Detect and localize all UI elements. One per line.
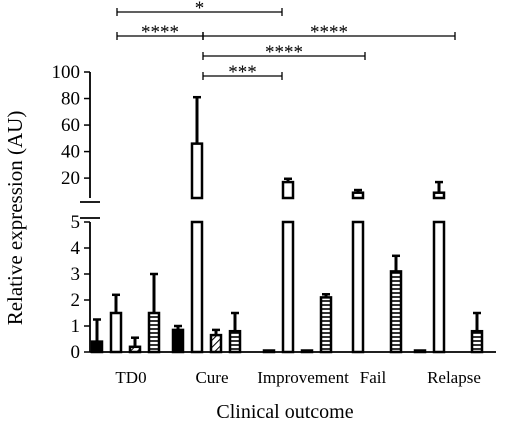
bar: [351, 191, 365, 200]
bar: [281, 180, 295, 200]
bar: [413, 349, 427, 354]
y-tick-label: 40: [61, 142, 80, 163]
bar: [351, 220, 365, 354]
x-tick-label: Improvement: [257, 368, 349, 387]
y-tick-label: 3: [71, 264, 81, 285]
y-tick-label: 0: [71, 342, 81, 363]
significance-label: ****: [310, 22, 348, 43]
axes: 0 1 2 3 4 5 20 40 60 80 100 TD0 Cure Improvement Fail R…: [52, 62, 496, 387]
bar: [281, 220, 295, 354]
x-tick-label: Fail: [360, 368, 387, 387]
bars: [90, 95, 484, 354]
significance-label: ***: [228, 62, 257, 83]
x-tick-label: TD0: [115, 368, 146, 387]
significance-brackets: ***** ***********: [116, 0, 456, 83]
y-tick-label: 100: [52, 62, 81, 83]
y-tick-label: 1: [71, 316, 81, 337]
bar: [319, 296, 333, 354]
bar: [389, 270, 403, 354]
y-tick-label: 2: [71, 290, 81, 311]
bar: [171, 328, 185, 354]
bar: [209, 333, 223, 354]
x-tick-label: Relapse: [427, 368, 481, 387]
bar: [228, 329, 242, 354]
bar: [432, 191, 446, 200]
x-axis-title: Clinical outcome: [216, 401, 353, 423]
bar: [147, 311, 161, 354]
significance-label: ****: [141, 22, 179, 43]
y-tick-label: 20: [61, 168, 80, 189]
bar: [90, 340, 104, 354]
bar: [300, 349, 314, 354]
y-tick-label: 60: [61, 115, 80, 136]
y-axis-title: Relative expression (AU): [3, 111, 27, 326]
bar: [128, 345, 142, 354]
bar: [190, 142, 204, 200]
x-tick-label: Cure: [195, 368, 228, 387]
bar: [470, 329, 484, 354]
y-tick-label: 5: [71, 212, 81, 233]
y-tick-label: 4: [71, 238, 81, 259]
y-tick-label: 80: [61, 89, 80, 110]
significance-label: ****: [265, 42, 303, 63]
significance-label: *: [195, 0, 205, 19]
bar: [262, 349, 276, 354]
bar: [190, 220, 204, 354]
bar: [432, 220, 446, 354]
bar: [109, 311, 123, 354]
